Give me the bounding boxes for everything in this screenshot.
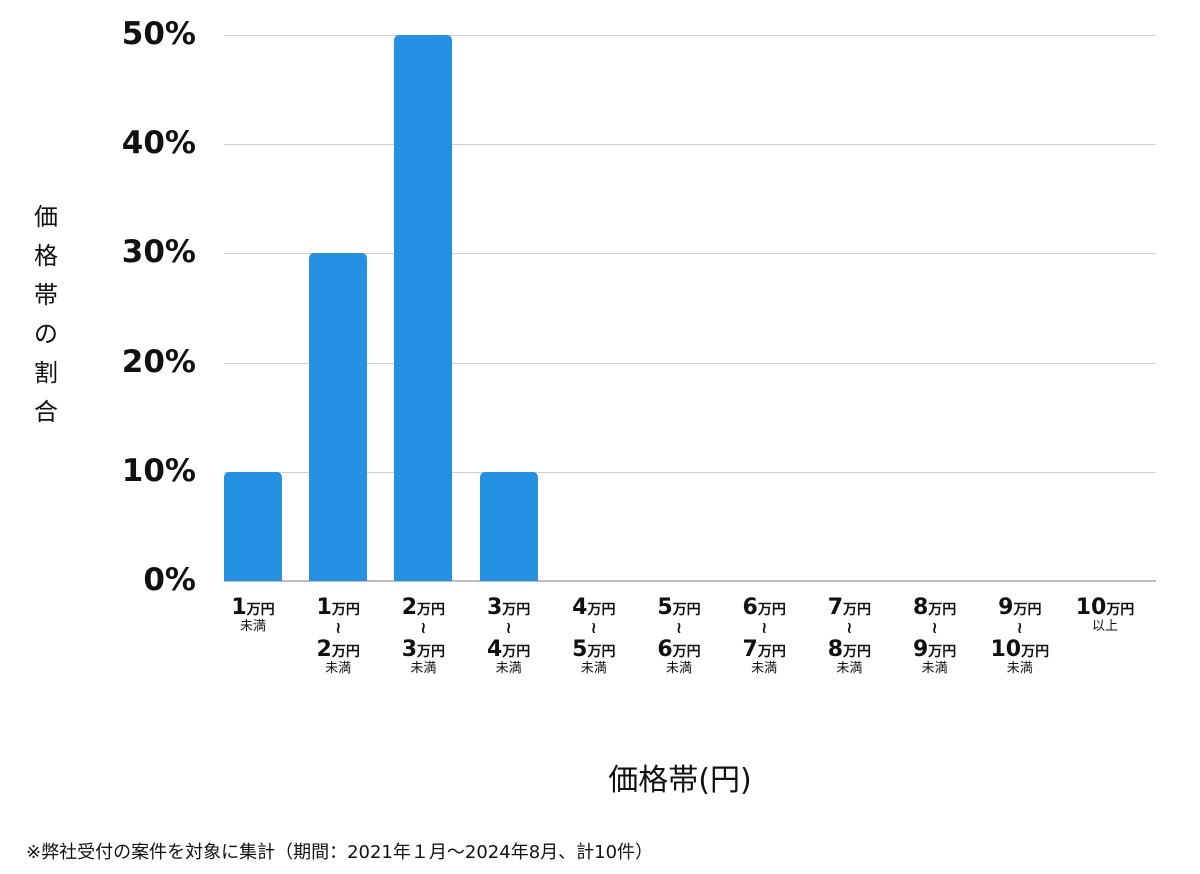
y-title-char: 価 (34, 203, 58, 231)
bar[interactable] (479, 471, 538, 581)
gridline (224, 35, 1156, 36)
x-tick-label: 6万円 ≀ 7万円 未満 (742, 595, 786, 676)
y-title-char: の (34, 320, 58, 348)
x-tick-label: 5万円 ≀ 6万円 未満 (657, 595, 701, 676)
plot-area (224, 35, 1156, 582)
bar[interactable] (224, 471, 282, 581)
y-title-char: 合 (34, 398, 58, 426)
y-tick-label: 20% (121, 343, 196, 380)
gridline (224, 471, 1156, 473)
x-axis-line (224, 580, 1156, 582)
y-axis-title: 価格帯の割合 (30, 198, 62, 432)
gridline (224, 144, 1156, 146)
y-tick-label: 40% (121, 125, 196, 162)
bar[interactable] (309, 253, 368, 581)
x-tick-label: 4万円 ≀ 5万円 未満 (572, 595, 616, 676)
y-title-char: 格 (34, 242, 58, 270)
x-tick-label: 1万円 未満 (231, 595, 275, 634)
x-axis-title: 価格帯(円) (608, 763, 752, 798)
x-tick-label: 7万円 ≀ 8万円 未満 (827, 595, 872, 676)
y-title-char: 帯 (34, 281, 58, 309)
y-tick-label: 10% (121, 452, 196, 489)
x-tick-label: 9万円 ≀ 10万円 未満 (990, 595, 1050, 676)
bar[interactable] (394, 35, 453, 581)
x-tick-label: 2万円 ≀ 3万円 未満 (401, 595, 446, 676)
x-tick-label: 3万円 ≀ 4万円 未満 (486, 595, 531, 676)
y-tick-label: 0% (143, 562, 196, 598)
gridline (224, 362, 1156, 364)
y-tick-label: 30% (121, 234, 196, 271)
x-tick-label: 10万円 以上 (1075, 595, 1135, 634)
y-title-char: 割 (34, 359, 58, 387)
x-tick-label: 1万円 ≀ 2万円 未満 (316, 595, 360, 676)
gridline (224, 253, 1156, 255)
y-tick-label: 50% (121, 16, 196, 52)
footnote: ※弊社受付の案件を対象に集計（期間：2021年１月～2024年8月、計10件） (26, 842, 654, 863)
x-tick-label: 8万円 ≀ 9万円 未満 (912, 595, 957, 676)
